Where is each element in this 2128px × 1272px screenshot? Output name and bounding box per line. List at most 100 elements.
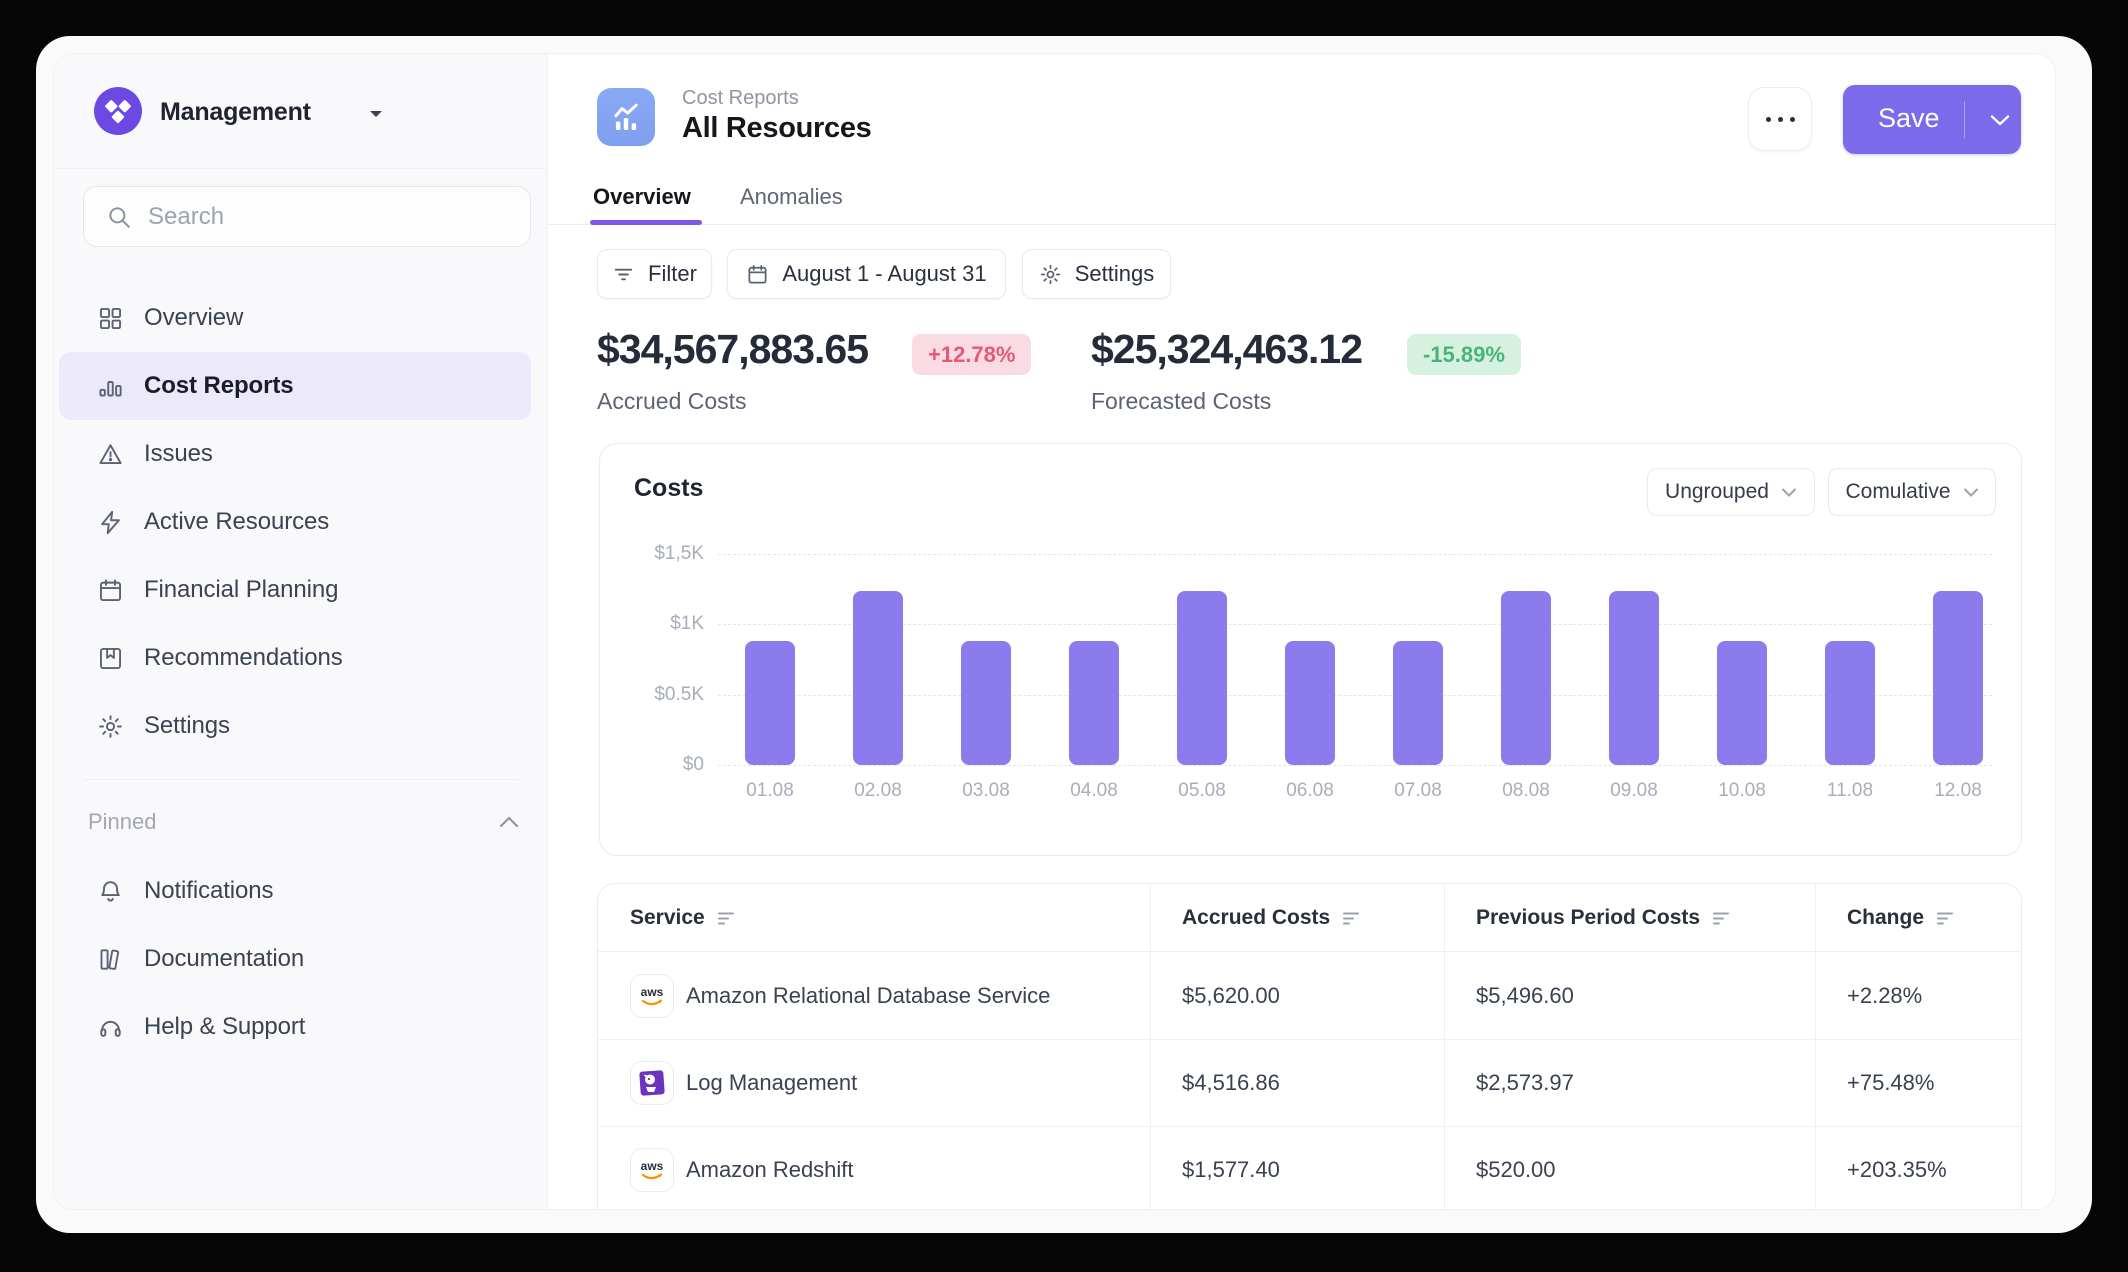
- settings-button[interactable]: Settings: [1022, 249, 1171, 299]
- sidebar-item-notifications[interactable]: Notifications: [59, 857, 531, 925]
- sidebar-item-cost-reports[interactable]: Cost Reports: [59, 352, 531, 420]
- save-chevron-down-icon[interactable]: [1978, 85, 2021, 154]
- chart-bar-04.08[interactable]: [1069, 641, 1119, 765]
- change-cell: +75.48%: [1847, 1069, 1935, 1095]
- chevron-down-icon: [1963, 488, 1978, 497]
- x-axis-tick: 10.08: [1718, 780, 1766, 801]
- forecasted-costs-label: Forecasted Costs: [1091, 388, 1272, 414]
- sidebar-item-recommendations[interactable]: Recommendations: [59, 624, 531, 692]
- gridline: [718, 694, 1992, 696]
- chart-bar-08.08[interactable]: [1501, 591, 1551, 765]
- gridline: [718, 764, 1992, 766]
- save-label: Save: [1878, 103, 1940, 133]
- chart-bar-11.08[interactable]: [1825, 641, 1875, 765]
- main-area: Cost Reports All Resources Save Overview…: [548, 54, 2055, 1209]
- table-header-row: Service Accrued Costs Previous Period Co…: [598, 884, 2021, 952]
- chart-title: Costs: [634, 474, 704, 502]
- sidebar-item-label: Notifications: [144, 877, 274, 904]
- chart-bar-12.08[interactable]: [1933, 591, 1983, 765]
- change-cell: +2.28%: [1847, 982, 1923, 1008]
- column-header-accrued-costs[interactable]: Accrued Costs: [1182, 884, 1360, 952]
- bell-icon: [101, 880, 120, 901]
- sidebar: Management Search Overview: [54, 54, 548, 1209]
- sidebar-item-financial-planning[interactable]: Financial Planning: [59, 556, 531, 624]
- service-name: Amazon Relational Database Service: [686, 982, 1051, 1008]
- gear-icon: [1040, 264, 1060, 284]
- x-axis-tick: 02.08: [854, 780, 902, 801]
- chart-bar-03.08[interactable]: [961, 641, 1011, 765]
- sidebar-item-overview[interactable]: Overview: [59, 284, 531, 352]
- filter-label: Filter: [648, 261, 697, 286]
- sidebar-item-label: Cost Reports: [144, 372, 294, 399]
- save-button[interactable]: Save: [1843, 85, 2021, 154]
- sort-icon[interactable]: [1936, 911, 1954, 926]
- cost-chart-plot: $1,5K $1K $0.5K $0 01.08 02.08 03.08 04.08 05.08…: [600, 444, 2021, 855]
- dot: [1765, 116, 1771, 122]
- chart-bar-05.08[interactable]: [1177, 591, 1227, 765]
- breadcrumb: Cost Reports: [682, 87, 799, 109]
- sort-icon[interactable]: [1712, 911, 1730, 926]
- sidebar-item-label: Settings: [144, 712, 230, 739]
- filter-lines-icon: [614, 268, 633, 280]
- column-divider: [1815, 884, 1816, 1209]
- chart-bar-09.08[interactable]: [1609, 591, 1659, 765]
- table-row[interactable]: aws Amazon Redshift $1,577.40 $520.00 +2…: [598, 1126, 2021, 1209]
- chart-bar-06.08[interactable]: [1285, 641, 1335, 765]
- sidebar-item-issues[interactable]: Issues: [59, 420, 531, 488]
- calendar-icon: [748, 264, 767, 284]
- accrued-costs-value: $34,567,883.65: [597, 326, 869, 372]
- table-row[interactable]: Log Management $4,516.86 $2,573.97 +75.4…: [598, 1039, 2021, 1126]
- tabs-divider: [548, 224, 2055, 225]
- workspace-header[interactable]: Management: [54, 54, 547, 169]
- sidebar-item-active-resources[interactable]: Active Resources: [59, 488, 531, 556]
- headphones-icon: [100, 1020, 121, 1037]
- y-axis-tick: $1K: [670, 613, 704, 635]
- chevron-up-icon[interactable]: [498, 815, 520, 829]
- sidebar-item-documentation[interactable]: Documentation: [59, 925, 531, 993]
- table-row[interactable]: aws Amazon Relational Database Service $…: [598, 952, 2021, 1039]
- grouping-dropdown-value: Ungrouped: [1665, 480, 1769, 503]
- pinned-label: Pinned: [88, 809, 157, 834]
- search-placeholder: Search: [148, 202, 225, 230]
- y-axis-tick: $1,5K: [654, 543, 704, 564]
- column-header-change[interactable]: Change: [1847, 884, 1954, 952]
- grouping-dropdown[interactable]: Ungrouped: [1647, 468, 1815, 516]
- app-window: Management Search Overview: [36, 36, 2092, 1233]
- sidebar-item-help-support[interactable]: Help & Support: [59, 993, 531, 1061]
- sort-icon[interactable]: [717, 911, 735, 926]
- sidebar-item-label: Active Resources: [144, 508, 330, 535]
- x-axis-tick: 09.08: [1610, 780, 1658, 801]
- chart-bar-07.08[interactable]: [1393, 641, 1443, 765]
- tab-anomalies[interactable]: Anomalies: [740, 184, 843, 209]
- workspace-logo: [94, 87, 142, 135]
- more-options-button[interactable]: [1748, 87, 1812, 151]
- sidebar-item-settings[interactable]: Settings: [59, 692, 531, 760]
- accrued-costs-stat: $34,567,883.65 Accrued Costs: [597, 326, 869, 415]
- accrued-cost-cell: $1,577.40: [1182, 1156, 1280, 1182]
- tab-overview[interactable]: Overview: [593, 184, 691, 209]
- column-divider: [1150, 884, 1151, 1209]
- previous-cost-cell: $5,496.60: [1476, 982, 1574, 1008]
- filter-button[interactable]: Filter: [597, 249, 712, 299]
- chart-bar-10.08[interactable]: [1717, 641, 1767, 765]
- x-axis-tick: 08.08: [1502, 780, 1550, 801]
- pinned-section-header[interactable]: Pinned: [88, 806, 520, 838]
- workspace-chevron-down-icon[interactable]: [366, 107, 386, 126]
- search-input[interactable]: Search: [83, 186, 531, 247]
- chart-bar-02.08[interactable]: [853, 591, 903, 765]
- diamonds-logo-icon: [105, 100, 131, 124]
- date-range-button[interactable]: August 1 - August 31: [727, 249, 1006, 299]
- column-header-service[interactable]: Service: [630, 884, 735, 952]
- chart-bar-01.08[interactable]: [745, 641, 795, 765]
- change-cell: +203.35%: [1847, 1156, 1947, 1182]
- bookmark-box-icon: [99, 647, 122, 669]
- cumulative-dropdown[interactable]: Comulative: [1828, 468, 1996, 516]
- x-axis-tick: 06.08: [1286, 780, 1334, 801]
- sidebar-item-label: Documentation: [144, 945, 305, 972]
- forecasted-costs-value: $25,324,463.12: [1091, 326, 1363, 372]
- x-axis-tick: 11.08: [1826, 780, 1874, 801]
- column-header-previous-period-costs[interactable]: Previous Period Costs: [1476, 884, 1730, 952]
- sidebar-divider: [83, 779, 519, 780]
- x-axis-tick: 07.08: [1394, 780, 1442, 801]
- sort-icon[interactable]: [1342, 911, 1360, 926]
